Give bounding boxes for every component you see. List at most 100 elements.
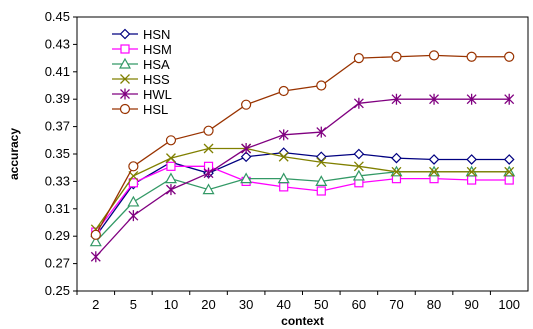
y-tick-label: 0.29: [45, 228, 70, 243]
y-tick-label: 0.39: [45, 91, 70, 106]
data-point-hwl: [353, 97, 364, 109]
data-point-hsn: [503, 154, 515, 165]
data-point-hss: [278, 151, 289, 162]
data-point-hsa: [315, 175, 328, 186]
data-point-hss: [165, 153, 176, 164]
legend-marker: [119, 103, 131, 115]
legend-label: HWL: [143, 87, 172, 102]
x-tick-label: 5: [130, 297, 137, 312]
y-tick-label: 0.31: [45, 201, 70, 216]
y-axis-title: accuracy: [7, 128, 21, 180]
x-tick-label: 40: [276, 297, 290, 312]
series-line-hsl: [95, 54, 510, 236]
data-point-hss: [353, 161, 364, 172]
data-point-hwl: [278, 129, 289, 141]
data-point-hsl: [504, 51, 515, 62]
data-point-hss: [316, 157, 327, 168]
legend-item-hsl: HSL: [112, 102, 168, 117]
data-point-hwl: [241, 143, 252, 155]
data-point-hsn: [466, 154, 477, 165]
data-point-hwl: [466, 93, 477, 105]
legend-marker: [120, 74, 130, 84]
data-point-hsa: [240, 172, 253, 184]
data-point-hss: [203, 143, 214, 154]
data-point-hsn: [428, 154, 440, 165]
series-line-hsm: [95, 165, 510, 233]
data-point-hsl: [353, 52, 364, 64]
x-tick-label: 20: [201, 297, 215, 312]
y-tick-label: 0.41: [45, 64, 70, 79]
x-tick-label: 50: [314, 297, 328, 312]
legend-marker: [118, 57, 132, 69]
legend-item-hsa: HSA: [112, 57, 170, 72]
legend-label: HSA: [143, 57, 170, 72]
series-line-hsa: [95, 171, 510, 243]
series-line-hsn: [95, 151, 510, 237]
legend-item-hsn: HSN: [112, 27, 170, 42]
x-tick-label: 30: [239, 297, 253, 312]
data-point-hsl: [391, 51, 402, 62]
data-point-hsa: [127, 195, 140, 207]
data-point-hsl: [278, 85, 289, 97]
data-point-hwl: [504, 93, 515, 105]
data-point-hsa: [202, 183, 215, 195]
x-tick-label: 10: [164, 297, 178, 312]
legend-marker: [119, 28, 131, 40]
series-hsl: [90, 50, 515, 240]
data-point-hsl: [316, 80, 327, 91]
data-point-hsm: [279, 182, 289, 192]
y-tick-label: 0.43: [45, 36, 70, 51]
data-point-hsn: [240, 151, 252, 163]
series-hsm: [91, 161, 514, 237]
data-point-hss: [391, 166, 402, 177]
legend-marker: [120, 88, 130, 100]
legend-marker: [120, 44, 130, 54]
data-point-hss: [429, 166, 440, 177]
data-point-hsa: [277, 172, 290, 184]
series-line-hwl: [95, 98, 510, 258]
x-tick-label: 2: [92, 297, 99, 312]
data-point-hsm: [316, 186, 326, 196]
data-point-hwl: [165, 184, 176, 196]
data-point-hsn: [315, 151, 327, 163]
legend-label: HSL: [143, 102, 168, 117]
x-tick-label: 80: [427, 297, 441, 312]
data-point-hwl: [391, 93, 402, 105]
x-axis-title: context: [281, 314, 324, 328]
x-tick-label: 90: [464, 297, 478, 312]
y-tick-label: 0.27: [45, 256, 70, 271]
y-tick-label: 0.33: [45, 173, 70, 188]
data-point-hsa: [352, 169, 365, 181]
x-tick-label: 60: [352, 297, 366, 312]
y-tick-label: 0.37: [45, 119, 70, 134]
x-tick-label: 70: [389, 297, 403, 312]
legend-item-hwl: HWL: [112, 87, 172, 102]
data-point-hsm: [504, 175, 514, 185]
data-point-hsn: [391, 152, 402, 164]
legend-label: HSM: [143, 42, 172, 57]
data-point-hsm: [467, 175, 477, 185]
data-point-hwl: [128, 210, 139, 222]
data-point-hsa: [164, 172, 177, 184]
data-point-hsl: [428, 50, 440, 61]
data-point-hsl: [165, 135, 177, 146]
data-point-hss: [466, 166, 477, 177]
x-tick-label: 100: [498, 297, 520, 312]
legend-label: HSS: [143, 72, 170, 87]
series-hsn: [90, 147, 515, 242]
y-tick-label: 0.35: [45, 146, 70, 161]
data-point-hwl: [429, 93, 440, 105]
data-point-hss: [504, 166, 515, 177]
data-point-hsl: [90, 229, 101, 240]
data-point-hsa: [89, 235, 102, 247]
legend-label: HSN: [143, 27, 170, 42]
data-point-hsl: [466, 51, 477, 62]
y-tick-label: 0.25: [45, 283, 70, 298]
y-tick-label: 0.45: [45, 9, 70, 24]
data-point-hsl: [241, 99, 252, 110]
data-point-hwl: [203, 167, 214, 179]
data-point-hsl: [203, 125, 214, 136]
data-point-hsm: [166, 161, 176, 171]
